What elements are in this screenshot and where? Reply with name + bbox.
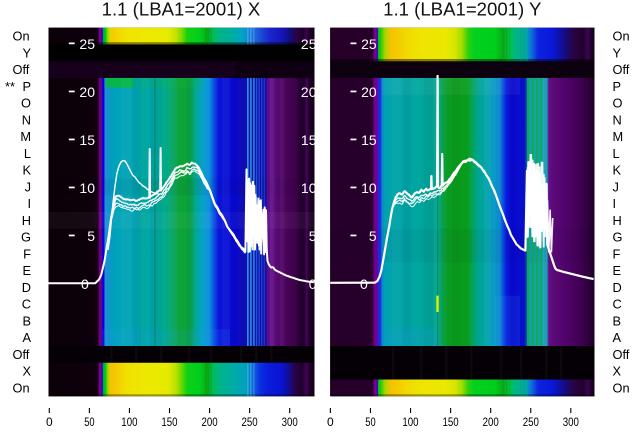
svg-text:E: E xyxy=(613,263,622,278)
svg-text:1.1 (LBA1=2001) X: 1.1 (LBA1=2001) X xyxy=(102,0,261,20)
svg-text:0: 0 xyxy=(327,415,334,429)
svg-text:10: 10 xyxy=(301,180,317,196)
svg-text:I: I xyxy=(27,196,31,211)
svg-text:50: 50 xyxy=(365,415,376,429)
svg-text:150: 150 xyxy=(443,415,459,429)
svg-text:On: On xyxy=(13,381,30,396)
svg-text:J: J xyxy=(25,180,31,195)
svg-text:M: M xyxy=(613,129,624,144)
svg-text:25: 25 xyxy=(79,36,95,52)
svg-text:On: On xyxy=(613,381,630,396)
svg-text:10: 10 xyxy=(79,180,95,196)
svg-text:N: N xyxy=(22,112,31,127)
svg-text:A: A xyxy=(22,330,31,345)
svg-text:5: 5 xyxy=(369,228,377,244)
svg-text:M: M xyxy=(20,129,31,144)
svg-text:X: X xyxy=(22,364,31,379)
svg-text:N: N xyxy=(613,112,622,127)
svg-text:X: X xyxy=(613,364,622,379)
svg-text:K: K xyxy=(22,163,31,178)
svg-text:L: L xyxy=(24,146,31,161)
svg-text:20: 20 xyxy=(301,84,317,100)
svg-text:25: 25 xyxy=(301,36,317,52)
svg-text:**: ** xyxy=(5,79,15,94)
svg-text:O: O xyxy=(21,96,31,111)
svg-text:B: B xyxy=(613,314,622,329)
svg-text:Off: Off xyxy=(13,347,30,362)
svg-text:50: 50 xyxy=(84,415,95,429)
svg-text:0: 0 xyxy=(46,415,53,429)
svg-text:A: A xyxy=(613,330,622,345)
svg-text:C: C xyxy=(22,297,31,312)
svg-text:F: F xyxy=(23,247,31,262)
svg-text:Off: Off xyxy=(613,347,630,362)
svg-text:P: P xyxy=(613,79,622,94)
svg-text:250: 250 xyxy=(523,415,539,429)
svg-text:15: 15 xyxy=(361,132,377,148)
svg-text:10: 10 xyxy=(361,180,377,196)
svg-text:300: 300 xyxy=(282,415,298,429)
svg-text:D: D xyxy=(613,280,622,295)
svg-text:Off: Off xyxy=(613,62,630,77)
svg-text:100: 100 xyxy=(402,415,418,429)
svg-text:0: 0 xyxy=(309,276,317,292)
svg-text:1.1 (LBA1=2001) Y: 1.1 (LBA1=2001) Y xyxy=(383,0,541,20)
svg-text:Off: Off xyxy=(13,62,30,77)
svg-text:300: 300 xyxy=(563,415,579,429)
svg-text:K: K xyxy=(613,163,622,178)
svg-text:On: On xyxy=(613,29,630,44)
svg-text:150: 150 xyxy=(161,415,177,429)
svg-text:15: 15 xyxy=(79,132,95,148)
svg-text:15: 15 xyxy=(301,132,317,148)
svg-text:5: 5 xyxy=(309,228,317,244)
svg-text:E: E xyxy=(22,263,31,278)
svg-text:20: 20 xyxy=(361,84,377,100)
svg-text:D: D xyxy=(22,280,31,295)
svg-text:100: 100 xyxy=(121,415,137,429)
svg-text:O: O xyxy=(613,96,623,111)
svg-text:250: 250 xyxy=(242,415,258,429)
svg-text:25: 25 xyxy=(361,36,377,52)
svg-text:200: 200 xyxy=(202,415,218,429)
svg-text:Y: Y xyxy=(22,45,31,60)
svg-text:L: L xyxy=(613,146,620,161)
svg-text:0: 0 xyxy=(81,276,89,292)
svg-text:Y: Y xyxy=(613,45,622,60)
svg-text:On: On xyxy=(13,29,30,44)
svg-text:F: F xyxy=(613,247,621,262)
svg-text:H: H xyxy=(613,213,622,228)
svg-text:0: 0 xyxy=(360,276,368,292)
svg-text:G: G xyxy=(21,230,31,245)
svg-text:5: 5 xyxy=(87,228,95,244)
svg-text:H: H xyxy=(22,213,31,228)
svg-text:C: C xyxy=(613,297,622,312)
svg-text:P: P xyxy=(22,79,31,94)
svg-text:B: B xyxy=(22,314,31,329)
svg-text:200: 200 xyxy=(483,415,499,429)
svg-text:G: G xyxy=(613,230,623,245)
svg-text:I: I xyxy=(613,196,617,211)
svg-text:20: 20 xyxy=(79,84,95,100)
svg-text:J: J xyxy=(613,180,619,195)
